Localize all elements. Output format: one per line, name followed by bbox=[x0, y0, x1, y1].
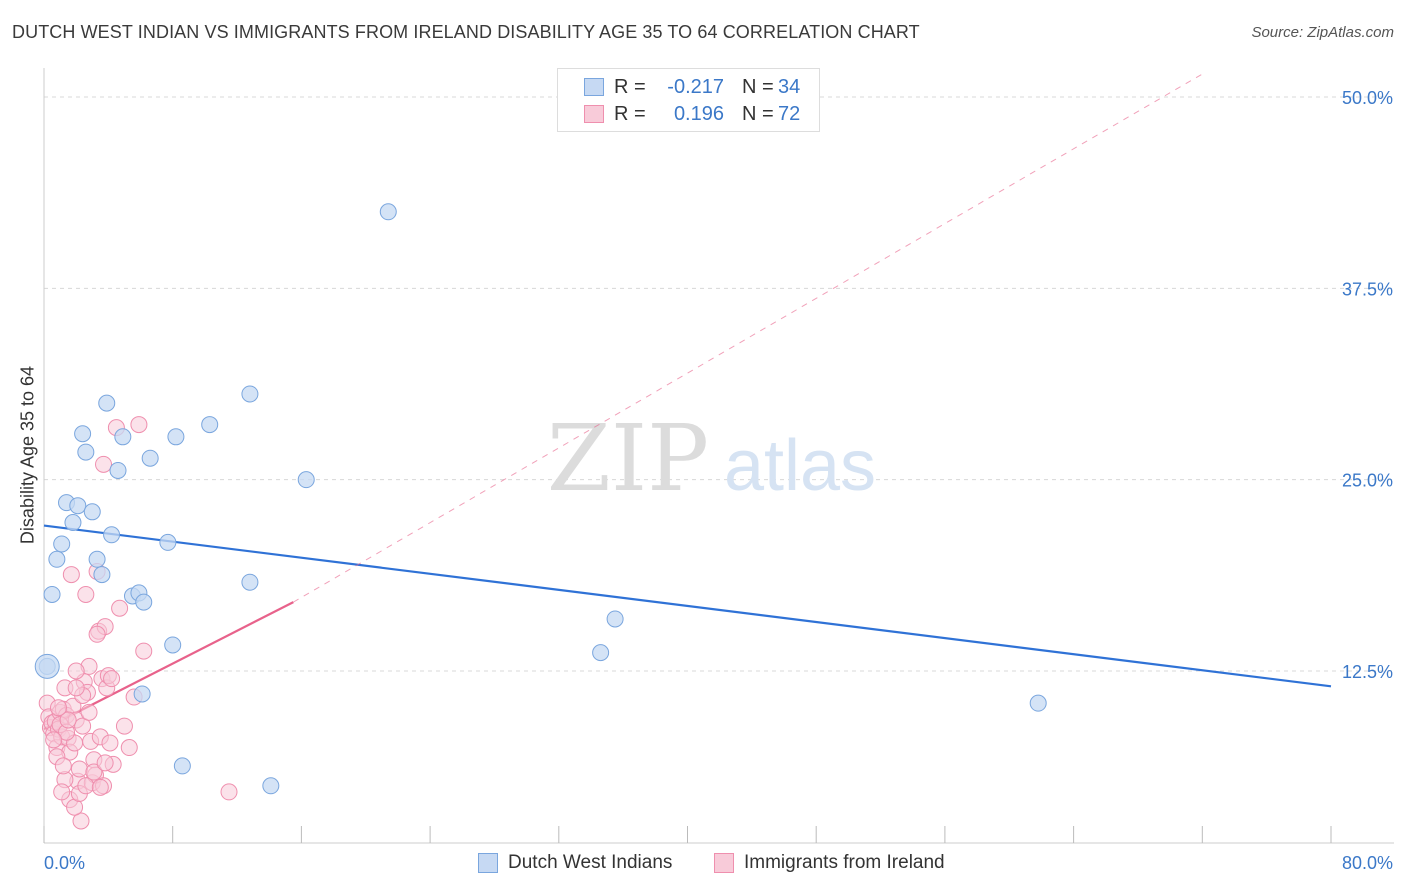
point-immigrants-from-ireland-48 bbox=[220, 783, 238, 801]
tick-labels: 12.5% 25.0% 37.5% 50.0% 0.0% 80.0% bbox=[44, 88, 1393, 873]
point-immigrants-from-ireland-55 bbox=[91, 778, 109, 796]
legend-swatch-pink bbox=[584, 105, 604, 123]
point-dutch-west-indians-23 bbox=[167, 428, 185, 446]
legend-n-label: N = bbox=[742, 102, 774, 125]
point-dutch-west-indians-30 bbox=[379, 203, 397, 221]
point-immigrants-from-ireland-42 bbox=[111, 599, 129, 617]
data-points bbox=[34, 203, 1047, 830]
point-dutch-west-indians-33 bbox=[1029, 694, 1047, 712]
point-dutch-west-indians-19 bbox=[141, 449, 159, 467]
point-dutch-west-indians-31 bbox=[592, 644, 610, 662]
point-immigrants-from-ireland-46 bbox=[130, 416, 148, 434]
point-dutch-west-indians-11 bbox=[93, 566, 111, 584]
point-immigrants-from-ireland-71 bbox=[53, 783, 71, 801]
legend-r-value-pink: 0.196 bbox=[673, 102, 724, 125]
y-tick-label-3: 50.0% bbox=[1342, 88, 1393, 108]
legend-n-value-pink: 72 bbox=[778, 102, 801, 125]
point-immigrants-from-ireland-67 bbox=[59, 711, 77, 729]
point-dutch-west-indians-29 bbox=[297, 471, 315, 489]
point-dutch-west-indians-13 bbox=[103, 526, 121, 544]
point-immigrants-from-ireland-65 bbox=[80, 703, 98, 721]
y-tick-label-2: 37.5% bbox=[1342, 279, 1393, 299]
y-tick-label-1: 25.0% bbox=[1342, 471, 1393, 491]
point-dutch-west-indians-27 bbox=[241, 573, 259, 591]
trend-lines bbox=[43, 73, 1332, 731]
source-label: Source: ZipAtlas.com bbox=[1251, 24, 1394, 41]
point-dutch-west-indians-20 bbox=[159, 533, 177, 551]
point-dutch-west-indians-22 bbox=[164, 636, 182, 654]
legend-label-dutch-west-indians: Dutch West Indians bbox=[508, 852, 673, 873]
point-dutch-west-indians-10 bbox=[88, 550, 106, 568]
y-axis-label: Disability Age 35 to 64 bbox=[17, 365, 38, 545]
watermark-atlas: atlas bbox=[724, 426, 876, 506]
point-immigrants-from-ireland-60 bbox=[45, 731, 63, 749]
legend-label-immigrants-from-ireland: Immigrants from Ireland bbox=[744, 852, 945, 873]
point-dutch-west-indians-18 bbox=[135, 593, 153, 611]
point-dutch-west-indians-3 bbox=[53, 535, 71, 553]
y-tick-label-0: 12.5% bbox=[1342, 662, 1393, 682]
point-immigrants-from-ireland-68 bbox=[49, 699, 67, 717]
point-immigrants-from-ireland-24 bbox=[77, 585, 95, 603]
point-immigrants-from-ireland-70 bbox=[96, 754, 114, 772]
legend-item-immigrants-from-ireland: Immigrants from Ireland bbox=[714, 852, 945, 874]
point-immigrants-from-ireland-53 bbox=[77, 777, 95, 795]
point-dutch-west-indians-2 bbox=[48, 550, 66, 568]
legend-r-label: R = bbox=[614, 75, 646, 98]
watermark-zip: ZIP bbox=[547, 405, 709, 512]
point-immigrants-from-ireland-63 bbox=[95, 455, 113, 473]
legend-row-pink: R = 0.196 N = 72 bbox=[584, 102, 800, 126]
point-dutch-west-indians-12 bbox=[98, 394, 116, 412]
legend-row-blue: R = -0.217 N = 34 bbox=[584, 75, 800, 99]
point-immigrants-from-ireland-47 bbox=[135, 642, 153, 660]
point-dutch-west-indians-14 bbox=[109, 461, 127, 479]
point-dutch-west-indians-25 bbox=[201, 416, 219, 434]
trend-line-0 bbox=[43, 524, 1332, 688]
x-tick-label-end: 80.0% bbox=[1342, 853, 1393, 873]
point-immigrants-from-ireland-15 bbox=[62, 566, 80, 584]
point-dutch-west-indians-6 bbox=[69, 497, 87, 515]
legend-n-value-blue: 34 bbox=[778, 75, 801, 98]
x-tick-label-start: 0.0% bbox=[44, 853, 85, 873]
legend-r-value-blue: -0.217 bbox=[667, 75, 724, 98]
point-dutch-west-indians-8 bbox=[77, 443, 95, 461]
point-immigrants-from-ireland-57 bbox=[67, 662, 85, 680]
point-immigrants-from-ireland-22 bbox=[74, 717, 92, 735]
legend-swatch-blue bbox=[478, 853, 498, 873]
point-dutch-west-indians-9 bbox=[83, 503, 101, 521]
point-dutch-west-indians-28 bbox=[262, 777, 280, 795]
point-dutch-west-indians-26 bbox=[241, 385, 259, 403]
chart-title: DUTCH WEST INDIAN VS IMMIGRANTS FROM IRE… bbox=[12, 22, 920, 42]
point-immigrants-from-ireland-21 bbox=[72, 812, 90, 830]
watermark: ZIP atlas bbox=[547, 405, 876, 512]
point-dutch-west-indians-24 bbox=[173, 757, 191, 775]
point-dutch-west-indians-7 bbox=[74, 425, 92, 443]
legend-item-dutch-west-indians: Dutch West Indians bbox=[478, 852, 672, 874]
point-immigrants-from-ireland-44 bbox=[120, 739, 138, 757]
legend-r-label: R = bbox=[614, 102, 646, 125]
point-immigrants-from-ireland-43 bbox=[115, 717, 133, 735]
point-dutch-west-indians-5 bbox=[64, 514, 82, 532]
legend-swatch-pink bbox=[714, 853, 734, 873]
axes bbox=[43, 68, 1394, 844]
point-immigrants-from-ireland-54 bbox=[85, 763, 103, 781]
legend-swatch-blue bbox=[584, 78, 604, 96]
point-immigrants-from-ireland-64 bbox=[88, 625, 106, 643]
point-immigrants-from-ireland-66 bbox=[103, 670, 121, 688]
correlation-legend: R = -0.217 N = 34 R = 0.196 N = 72 bbox=[557, 68, 820, 132]
point-dutch-west-indians-1 bbox=[43, 585, 61, 603]
point-immigrants-from-ireland-20 bbox=[70, 760, 88, 778]
point-immigrants-from-ireland-39 bbox=[101, 734, 119, 752]
trend-line-2 bbox=[293, 73, 1203, 603]
point-immigrants-from-ireland-69 bbox=[67, 679, 85, 697]
point-dutch-west-indians-32 bbox=[606, 610, 624, 628]
point-immigrants-from-ireland-61 bbox=[54, 757, 72, 775]
point-dutch-west-indians-15 bbox=[114, 428, 132, 446]
legend-n-label: N = bbox=[742, 75, 774, 98]
series-legend: Dutch West Indians Immigrants from Irela… bbox=[0, 852, 1406, 878]
point-dutch-west-indians-21 bbox=[133, 685, 151, 703]
point-dutch-west-indians-large bbox=[34, 653, 60, 679]
